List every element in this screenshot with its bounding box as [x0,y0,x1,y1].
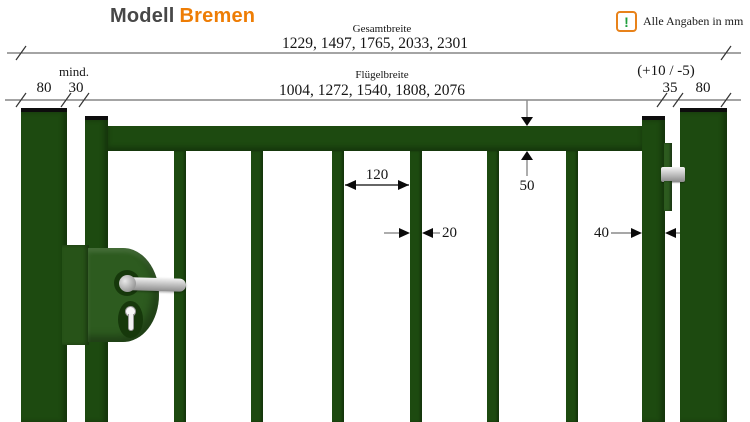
rail-height-label: 50 [519,178,535,194]
min-gap-value-label: 30 [68,80,84,96]
hinge-upper-knuckle [664,143,672,173]
gesamtbreite-label: Gesamtbreite [352,23,412,35]
door-handle-hub [119,275,136,292]
gate-post-left [21,108,67,422]
hinge-gap-label: 35 [662,80,678,96]
gate-top-rail [108,126,642,151]
bar-width-label: 20 [442,225,457,241]
fluegelbreite-label: Flügelbreite [355,69,409,81]
gate-bar-5 [487,151,499,422]
gate-frame-right-upright [642,116,665,422]
title-model-prefix: Modell [110,5,175,27]
post-left-width-label: 80 [36,80,52,96]
euro-cylinder-keyway [128,314,134,331]
gate-bar-3 [332,151,344,422]
units-note-label: Alle Angaben in mm [643,14,744,28]
lock-mounting-plate [62,245,89,345]
gate-bar-6 [566,151,578,422]
units-note: ! Alle Angaben in mm [616,11,743,32]
hinge-pin [661,167,685,182]
gate-post-right [680,108,727,422]
attention-icon: ! [616,11,637,32]
frame-profile-label: 40 [594,225,609,241]
title-model-name: Bremen [179,5,256,27]
gate-bar-2 [251,151,263,422]
gesamtbreite-values: 1229, 1497, 1765, 2033, 2301 [282,35,468,52]
hinge-lower-knuckle [664,181,672,211]
post-right-width-label: 80 [695,80,711,96]
min-gap-prefix-label: mind. [59,64,89,79]
fluegelbreite-values: 1004, 1272, 1540, 1808, 2076 [279,82,465,99]
page-title: Modell Bremen [110,5,255,28]
gate-bar-4 [410,151,422,422]
bar-spacing-label: 120 [365,167,389,183]
tolerance-label: (+10 / -5) [637,63,695,79]
